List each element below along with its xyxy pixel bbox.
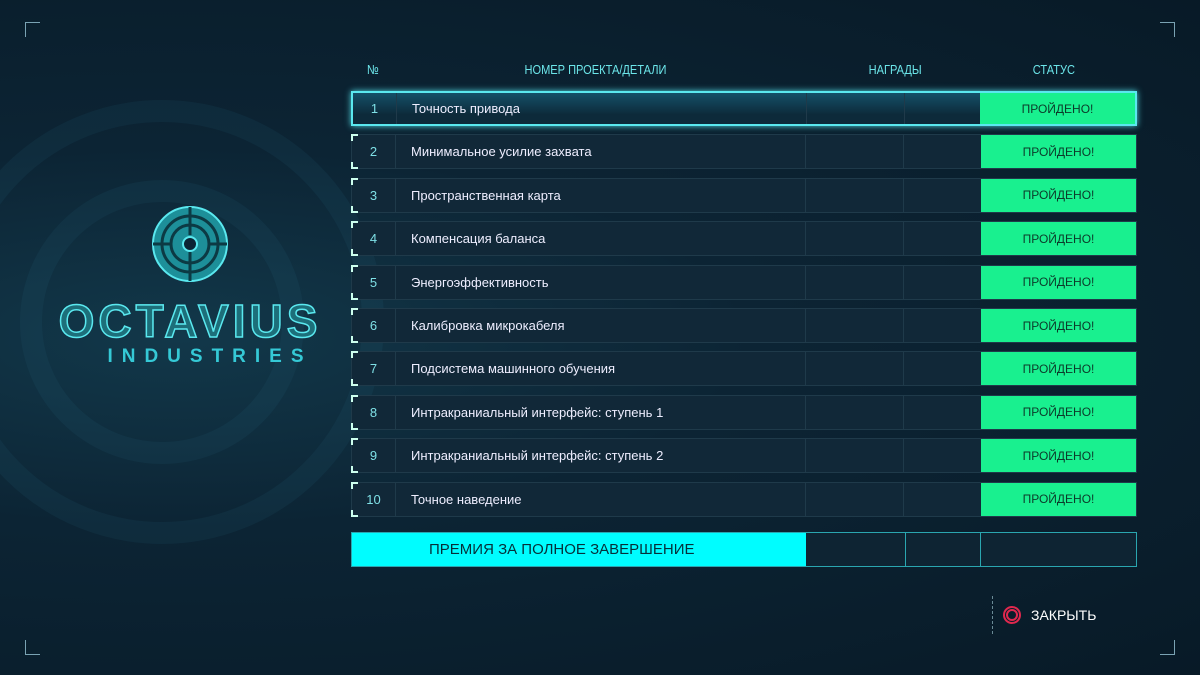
row-name: Подсистема машинного обучения (396, 352, 806, 386)
status-badge: ПРОЙДЕНО! (981, 178, 1136, 212)
reward-cell (904, 135, 983, 169)
completion-bonus-label: ПРЕМИЯ ЗА ПОЛНОЕ ЗАВЕРШЕНИЕ (352, 533, 806, 566)
reward-cell (806, 482, 904, 516)
project-row[interactable]: 4 Компенсация баланса ПРОЙДЕНО! (351, 221, 1137, 257)
reward-cell (806, 135, 904, 169)
row-number: 2 (352, 135, 396, 169)
status-badge: ПРОЙДЕНО! (981, 439, 1136, 473)
divider (980, 533, 981, 566)
status-badge: ПРОЙДЕНО! (981, 395, 1136, 429)
bracket (351, 351, 358, 359)
bracket (351, 466, 358, 474)
reward-cell (806, 352, 904, 386)
row-number: 9 (352, 439, 396, 473)
project-row[interactable]: 7 Подсистема машинного обучения ПРОЙДЕНО… (351, 351, 1137, 387)
row-name: Точность привода (397, 93, 807, 124)
reward-cell (806, 178, 904, 212)
status-badge: ПРОЙДЕНО! (981, 135, 1136, 169)
bracket (351, 438, 358, 446)
bracket (351, 292, 358, 300)
octavius-emblem-icon (152, 206, 228, 282)
reward-cell (807, 93, 905, 124)
status-badge: ПРОЙДЕНО! (981, 482, 1136, 516)
row-number: 7 (352, 352, 396, 386)
brand-name: OCTAVIUS (58, 294, 322, 348)
bracket (351, 481, 358, 489)
reward-cell (904, 482, 983, 516)
frame-corner (1160, 22, 1175, 37)
row-name: Калибровка микрокабеля (396, 309, 806, 342)
bracket (351, 264, 358, 272)
frame-corner (25, 640, 40, 655)
header-num: № (367, 62, 379, 77)
close-button[interactable]: ЗАКРЫТЬ (992, 596, 1096, 634)
project-row[interactable]: 6 Калибровка микрокабеля ПРОЙДЕНО! (351, 308, 1137, 343)
status-badge: ПРОЙДЕНО! (981, 352, 1136, 386)
row-number: 1 (353, 93, 397, 124)
status-badge: ПРОЙДЕНО! (981, 222, 1136, 256)
row-name: Интракраниальный интерфейс: ступень 2 (396, 439, 806, 473)
bracket (351, 308, 358, 315)
row-name: Интракраниальный интерфейс: ступень 1 (396, 395, 806, 429)
row-name: Энергоэффективность (396, 265, 806, 299)
row-number: 4 (352, 222, 396, 256)
status-badge: ПРОЙДЕНО! (981, 265, 1136, 299)
status-badge: ПРОЙДЕНО! (980, 93, 1135, 124)
row-name: Минимальное усилие захвата (396, 135, 806, 169)
frame-corner (1160, 640, 1175, 655)
reward-cell (904, 352, 983, 386)
brand-subtitle: INDUSTRIES (107, 346, 313, 367)
header-rewards: НАГРАДЫ (868, 62, 922, 77)
circle-button-icon (1003, 606, 1021, 624)
reward-cell (904, 395, 983, 429)
reward-cell (806, 395, 904, 429)
reward-cell (905, 93, 984, 124)
reward-cell (806, 222, 904, 256)
project-row[interactable]: 5 Энергоэффективность ПРОЙДЕНО! (351, 264, 1137, 300)
bracket (351, 509, 358, 517)
row-name: Точное наведение (396, 482, 806, 516)
status-badge: ПРОЙДЕНО! (981, 309, 1136, 342)
bracket (351, 249, 358, 257)
bracket (351, 394, 358, 402)
row-name: Пространственная карта (396, 178, 806, 212)
bracket (351, 336, 358, 343)
project-row[interactable]: 9 Интракраниальный интерфейс: ступень 2 … (351, 438, 1137, 474)
row-number: 6 (352, 309, 396, 342)
row-name: Компенсация баланса (396, 222, 806, 256)
header-project: НОМЕР ПРОЕКТА/ДЕТАЛИ (524, 62, 667, 77)
project-row[interactable]: 8 Интракраниальный интерфейс: ступень 1 … (351, 394, 1137, 430)
project-row[interactable]: 10 Точное наведение ПРОЙДЕНО! (351, 481, 1137, 517)
bracket (351, 379, 358, 387)
completion-bonus-row: ПРЕМИЯ ЗА ПОЛНОЕ ЗАВЕРШЕНИЕ (351, 532, 1137, 567)
bracket (351, 221, 358, 229)
row-number: 3 (352, 178, 396, 212)
bracket (351, 177, 358, 185)
close-label: ЗАКРЫТЬ (1031, 607, 1097, 623)
reward-cell (904, 439, 983, 473)
reward-cell (904, 222, 983, 256)
header-status: СТАТУС (1032, 62, 1075, 77)
row-number: 5 (352, 265, 396, 299)
bracket (351, 205, 358, 213)
reward-cell (806, 309, 904, 342)
divider (905, 533, 906, 566)
project-row[interactable]: 1 Точность привода ПРОЙДЕНО! (351, 91, 1137, 126)
bracket (351, 134, 358, 142)
frame-corner (25, 22, 40, 37)
bracket (351, 422, 358, 430)
row-number: 8 (352, 395, 396, 429)
bracket (351, 162, 358, 170)
reward-cell (904, 265, 983, 299)
project-row[interactable]: 2 Минимальное усилие захвата ПРОЙДЕНО! (351, 134, 1137, 170)
project-row[interactable]: 3 Пространственная карта ПРОЙДЕНО! (351, 177, 1137, 213)
reward-cell (904, 178, 983, 212)
reward-cell (806, 439, 904, 473)
reward-cell (806, 265, 904, 299)
row-number: 10 (352, 482, 396, 516)
reward-cell (904, 309, 983, 342)
octavius-logo: OCTAVIUS INDUSTRIES (40, 205, 340, 368)
